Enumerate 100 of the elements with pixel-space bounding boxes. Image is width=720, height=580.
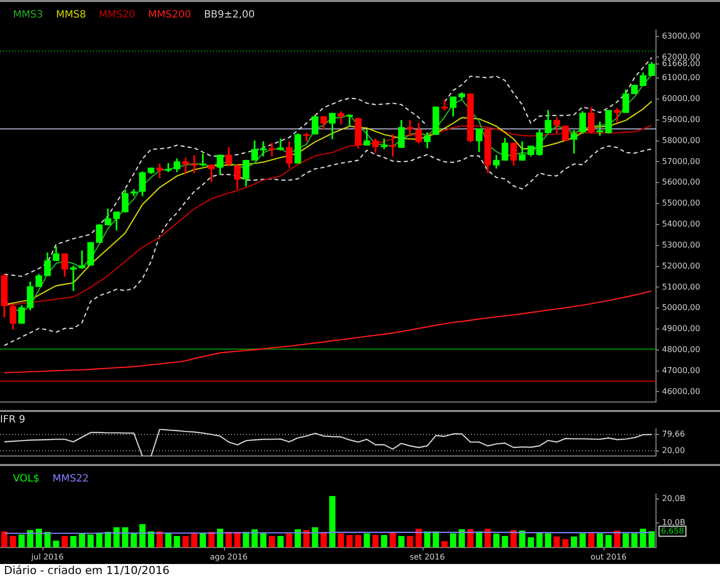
- bar: [174, 536, 180, 548]
- bar: [36, 528, 42, 548]
- bar: [528, 537, 534, 548]
- y-tick-label: 52000,00: [662, 261, 700, 270]
- x-tick-label: out 2016: [590, 552, 627, 562]
- line-series: [4, 145, 652, 346]
- bar: [562, 539, 568, 548]
- bar: [364, 533, 370, 548]
- y-tick-label: 10,0B: [662, 518, 686, 528]
- bar: [640, 528, 646, 548]
- bar: [545, 533, 552, 548]
- bar: [605, 535, 612, 548]
- bar: [294, 529, 301, 548]
- bar: [191, 533, 198, 548]
- bar: [286, 533, 292, 548]
- bar: [346, 535, 353, 548]
- bar: [139, 524, 146, 548]
- bar: [200, 533, 206, 548]
- bar: [493, 534, 500, 548]
- bar: [226, 532, 232, 548]
- y-tick-label: 60000,00: [662, 94, 700, 104]
- bar: [458, 529, 465, 548]
- bar: [62, 536, 68, 548]
- bar: [88, 534, 94, 548]
- bar: [441, 541, 448, 548]
- bar: [570, 536, 578, 548]
- x-tick-label: ago 2016: [210, 552, 248, 562]
- bar: [96, 533, 102, 548]
- bar: [10, 536, 16, 548]
- bar: [182, 536, 189, 548]
- y-tick-label: 49000,00: [662, 324, 700, 334]
- bar: [467, 529, 474, 548]
- x-tick-label: jul 2016: [30, 552, 64, 562]
- y-tick-label: 62000,00: [662, 52, 700, 62]
- y-tick-label: 46000,00: [662, 386, 700, 396]
- y-tick-label: 61668,00: [662, 59, 700, 68]
- bar: [510, 530, 517, 548]
- bar: [398, 536, 404, 548]
- y-tick-label: 54000,00: [662, 220, 700, 229]
- bar: [260, 533, 266, 548]
- bar: [502, 536, 508, 548]
- bar: [156, 531, 163, 548]
- bar: [53, 540, 60, 548]
- y-tick-label: 48000,00: [662, 345, 700, 354]
- candlestick: [346, 114, 353, 126]
- bar: [122, 527, 128, 548]
- y-tick-label: 20,0B: [662, 494, 686, 503]
- bar: [1, 531, 8, 548]
- bar: [622, 533, 629, 548]
- bar: [320, 532, 327, 548]
- bar: [268, 536, 275, 548]
- bar: [277, 536, 284, 548]
- y-tick-label: 56000,00: [662, 178, 700, 187]
- text: Diário - criado em 11/10/2016: [0, 564, 720, 578]
- bar: [450, 533, 456, 548]
- candlestick: [182, 158, 189, 174]
- y-tick-label: 55000,00: [662, 198, 700, 208]
- chart-title: IFR 9: [0, 414, 26, 426]
- bar: [580, 533, 586, 548]
- bar: [484, 528, 491, 548]
- y-tick-label: 50000,00: [662, 303, 700, 312]
- bar: [596, 533, 603, 548]
- text: MMS3: [13, 10, 43, 21]
- candlestick: [277, 138, 284, 151]
- bar: [70, 536, 76, 548]
- bar: [588, 533, 594, 548]
- bar: [381, 535, 388, 548]
- text: BB9±2,00: [204, 10, 255, 21]
- annotation: 6,658: [661, 526, 684, 536]
- bar: [372, 535, 379, 548]
- bar: [406, 536, 414, 548]
- text: VOL$: [13, 474, 40, 485]
- bar: [554, 536, 560, 548]
- bar: [217, 528, 224, 548]
- bar: [18, 534, 25, 548]
- text: MMS22: [52, 474, 89, 485]
- candlestick: [78, 250, 86, 269]
- bar: [416, 528, 422, 548]
- bar: [648, 531, 655, 548]
- bar: [165, 533, 172, 548]
- bar: [424, 531, 430, 548]
- candlestick: [570, 130, 578, 154]
- bar: [614, 530, 620, 548]
- bar: [536, 532, 543, 548]
- y-tick-label: 53000,00: [662, 240, 700, 250]
- y-tick-label: 61000,00: [662, 73, 700, 82]
- y-tick-label: 79,66: [662, 430, 685, 439]
- bar: [355, 535, 362, 548]
- bar: [130, 533, 137, 548]
- text: MMS20: [98, 10, 136, 21]
- text: MMS200: [148, 10, 191, 21]
- candlestick: [406, 120, 414, 136]
- y-tick-label: 63000,00: [662, 31, 700, 40]
- bar: [329, 496, 336, 548]
- text: MMS8: [56, 10, 86, 21]
- y-tick-label: 20,00: [662, 446, 685, 455]
- bar: [631, 533, 638, 548]
- y-tick-label: 47000,00: [662, 366, 700, 375]
- y-tick-label: 58000,00: [662, 136, 700, 145]
- candlestick: [441, 100, 448, 111]
